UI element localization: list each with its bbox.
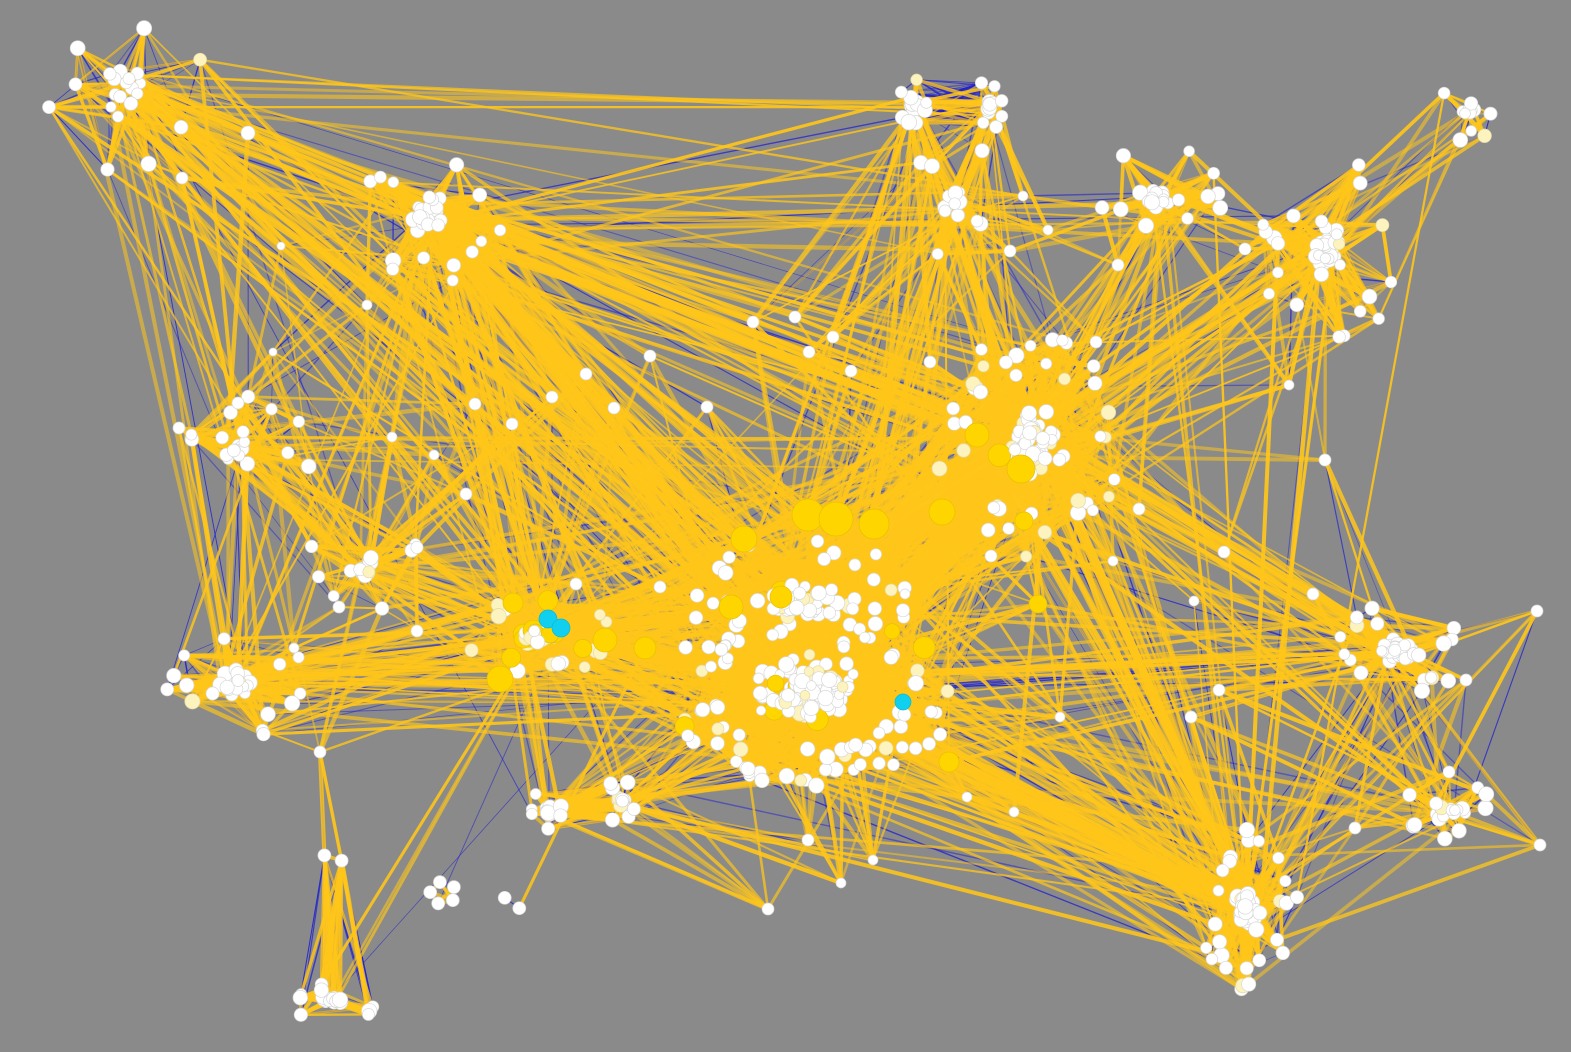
blue-edge xyxy=(300,855,325,1015)
blue-edge xyxy=(1324,459,1358,618)
blue-edge xyxy=(433,116,903,211)
blue-edge xyxy=(1464,610,1538,814)
blue-edge xyxy=(1453,679,1467,814)
blue-edge xyxy=(299,855,325,998)
blue-edge xyxy=(48,106,108,170)
gold-edge xyxy=(191,699,265,737)
gold-edge xyxy=(74,27,145,86)
